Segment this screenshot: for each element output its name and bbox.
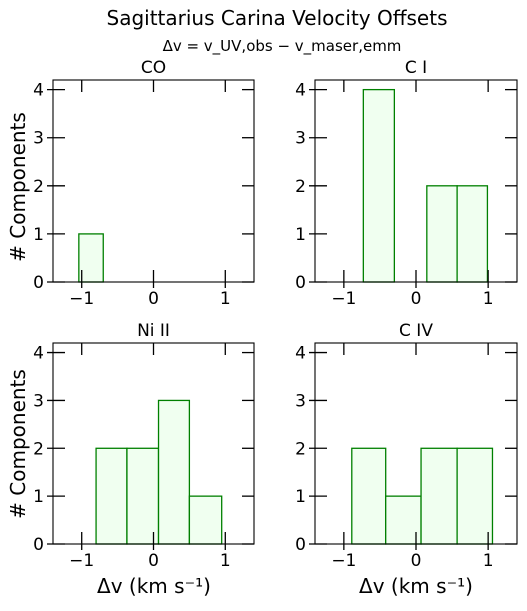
- y-tick-label: 3: [295, 129, 306, 149]
- y-tick-label: 2: [33, 177, 44, 197]
- y-tick-label: 3: [295, 391, 306, 411]
- panel-title: C I: [405, 58, 427, 78]
- y-tick-label: 1: [295, 225, 306, 245]
- x-tick-label: −1: [69, 551, 94, 571]
- figure-subtitle: Δv = v_UV,obs − v_maser,emm: [163, 37, 402, 56]
- x-tick-label: 1: [483, 289, 494, 309]
- x-tick-label: −1: [69, 289, 94, 309]
- x-tick-label: 1: [220, 289, 231, 309]
- panel-title: C IV: [399, 321, 433, 341]
- panel-0: 0 1 2 3 4 −1 0 1 CO: [33, 58, 255, 309]
- y-tick-label: 4: [295, 81, 306, 101]
- ylabel-top: # Components: [6, 112, 30, 262]
- histogram-bar: [456, 185, 489, 283]
- histogram-bar: [188, 495, 223, 545]
- histogram-bar: [126, 447, 160, 545]
- xlabel-left: Δv (km s⁻¹): [97, 574, 211, 598]
- y-tick-label: 1: [295, 487, 306, 507]
- panels: 0 1 2 3 4 −1 0 1 CO 0 1 2 3 4 −1 0 1 C I 0 1 2 3 4 −1 0 1 Ni II 0 1 2…: [33, 58, 518, 571]
- ylabel-bottom: # Components: [6, 369, 30, 519]
- y-tick-label: 4: [33, 344, 44, 364]
- panel-2: 0 1 2 3 4 −1 0 1 Ni II: [33, 321, 255, 571]
- xlabel-right: Δv (km s⁻¹): [359, 574, 473, 598]
- y-tick-label: 2: [295, 439, 306, 459]
- panel-3: 0 1 2 3 4 −1 0 1 C IV: [295, 321, 518, 571]
- y-tick-label: 2: [33, 439, 44, 459]
- panel-title: CO: [141, 58, 166, 78]
- x-tick-label: 0: [148, 289, 159, 309]
- histogram-bar: [157, 399, 191, 545]
- panel-title: Ni II: [137, 321, 170, 341]
- panel-1: 0 1 2 3 4 −1 0 1 C I: [295, 58, 518, 309]
- histogram-bar: [362, 88, 396, 283]
- y-tick-label: 0: [295, 273, 306, 293]
- x-tick-label: −1: [331, 551, 356, 571]
- y-tick-label: 0: [33, 535, 44, 555]
- y-tick-label: 4: [295, 344, 306, 364]
- histogram-bar: [95, 447, 128, 545]
- histogram-bar: [351, 447, 387, 545]
- y-tick-label: 1: [33, 487, 44, 507]
- x-tick-label: 0: [148, 551, 159, 571]
- histogram-bar: [420, 447, 458, 545]
- histogram-bar: [456, 447, 494, 545]
- y-tick-label: 3: [33, 391, 44, 411]
- y-tick-label: 0: [33, 273, 44, 293]
- histogram-bar: [78, 233, 104, 283]
- y-tick-label: 1: [33, 225, 44, 245]
- y-tick-label: 3: [33, 129, 44, 149]
- x-tick-label: 1: [483, 551, 494, 571]
- x-tick-label: 0: [411, 551, 422, 571]
- histogram-bar: [426, 185, 458, 283]
- x-tick-label: −1: [331, 289, 356, 309]
- y-tick-label: 2: [295, 177, 306, 197]
- x-tick-label: 1: [220, 551, 231, 571]
- y-tick-label: 0: [295, 535, 306, 555]
- x-tick-label: 0: [411, 289, 422, 309]
- figure-title: Sagittarius Carina Velocity Offsets: [107, 6, 448, 30]
- y-tick-label: 4: [33, 81, 44, 101]
